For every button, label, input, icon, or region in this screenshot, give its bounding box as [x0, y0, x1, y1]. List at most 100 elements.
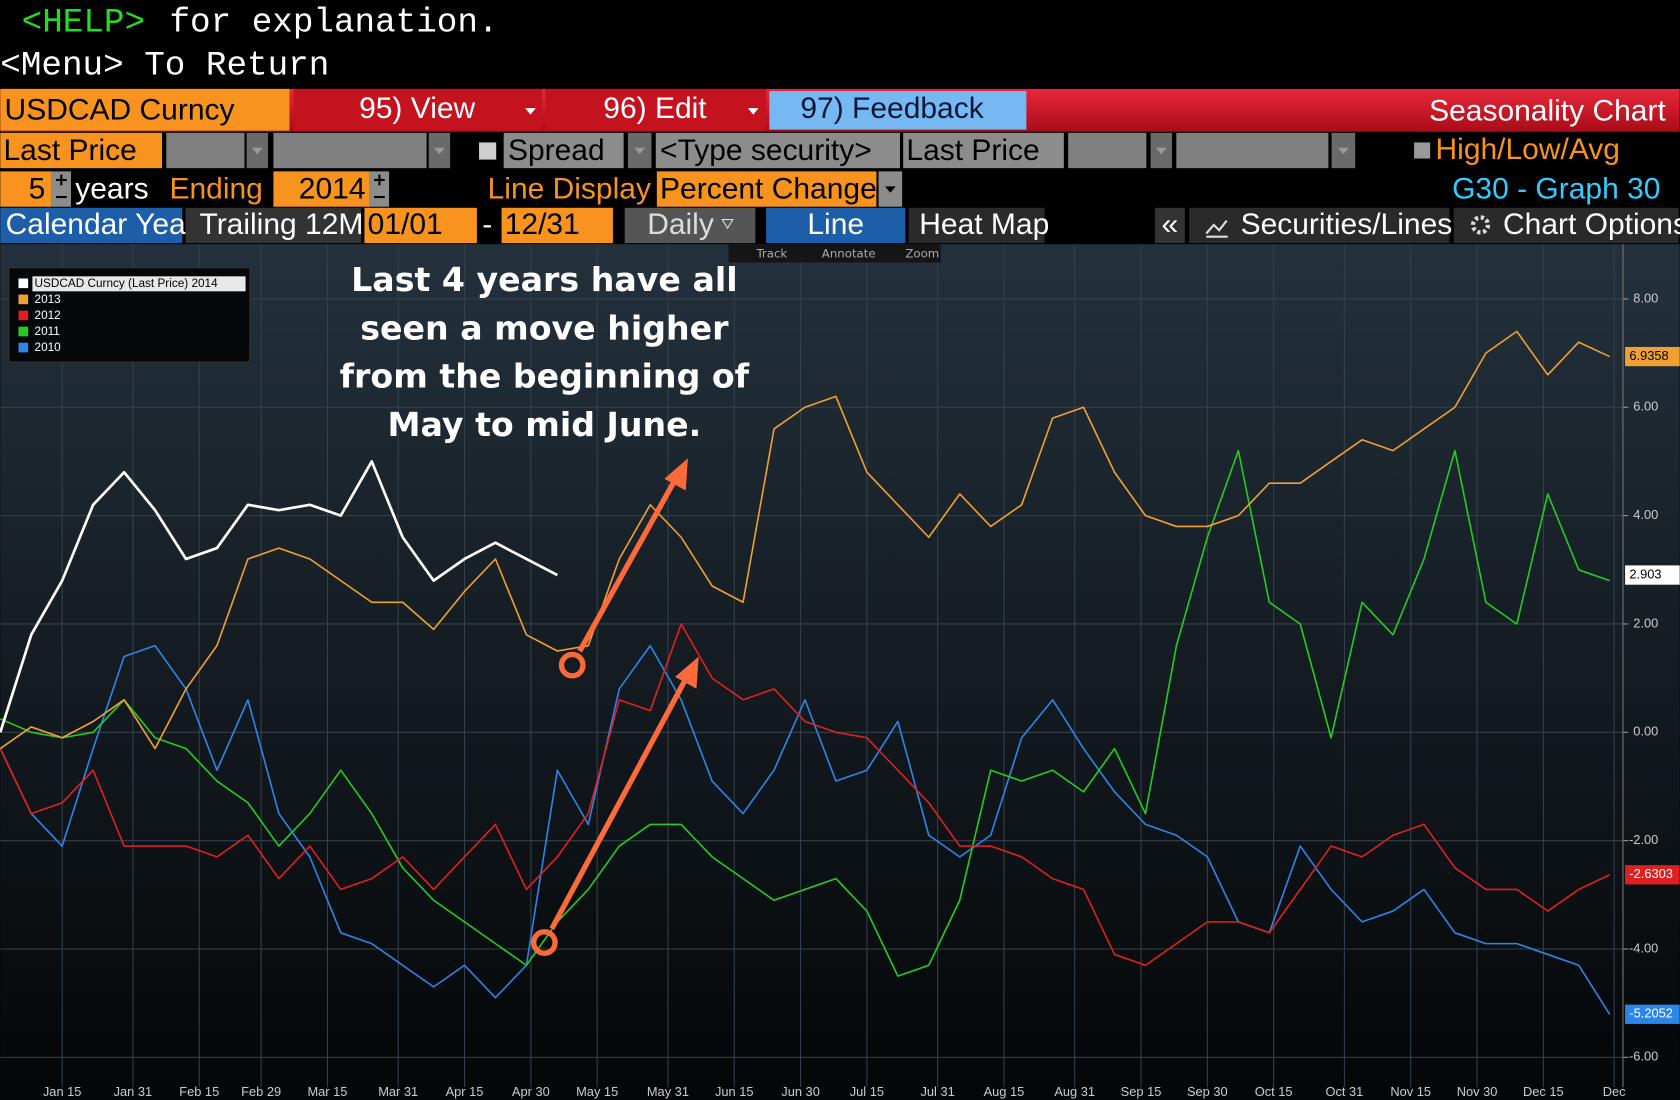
- series-line: [0, 623, 1611, 967]
- y-tick-label: -4.00: [1629, 940, 1658, 955]
- input-box[interactable]: [273, 132, 427, 169]
- securities-button[interactable]: [1189, 207, 1450, 244]
- x-tick-label: May 31: [647, 1084, 689, 1099]
- hla-checkbox[interactable]: [1414, 142, 1431, 159]
- series-line: [0, 644, 1611, 1015]
- spinner-icon: [374, 174, 385, 199]
- frequency[interactable]: Daily: [647, 208, 714, 241]
- trailing-tab[interactable]: [185, 207, 362, 244]
- dropdown-arrows: [251, 147, 1349, 155]
- series-line: [0, 330, 1611, 750]
- y-tick-label: 4.00: [1633, 507, 1658, 522]
- x-tick-label: Jan 31: [114, 1084, 153, 1099]
- years-label: years: [75, 173, 148, 206]
- screen-title: Seasonality Chart: [1429, 94, 1666, 127]
- spread-box[interactable]: [503, 132, 624, 169]
- tool-track[interactable]: Track: [755, 246, 787, 260]
- heat-map-tab[interactable]: [908, 207, 1045, 244]
- input-box[interactable]: [166, 132, 245, 169]
- security-input[interactable]: [655, 132, 900, 169]
- start-box[interactable]: [364, 207, 477, 244]
- dropdown-arrow: [525, 108, 536, 115]
- legend-swatch: [18, 326, 29, 337]
- x-tick-label: Aug 15: [984, 1084, 1025, 1099]
- x-tick-label: Mar 31: [378, 1084, 418, 1099]
- y-tick-label: 8.00: [1633, 290, 1658, 305]
- dropdown-arrow: [747, 108, 759, 115]
- field-box[interactable]: [903, 132, 1064, 169]
- end-date[interactable]: 12/31: [505, 208, 580, 241]
- line-display-box[interactable]: [656, 171, 877, 207]
- trailing[interactable]: Trailing 12M: [199, 208, 363, 241]
- field1[interactable]: Last Price: [3, 134, 136, 167]
- field2[interactable]: Last Price: [906, 134, 1039, 167]
- view-label[interactable]: 95) View: [359, 92, 475, 125]
- x-tick-label: Feb 15: [179, 1084, 219, 1099]
- annotation-line: May to mid June.: [387, 405, 701, 444]
- help-line: <HELP> for explanation.: [22, 4, 499, 43]
- heat-map[interactable]: Heat Map: [919, 208, 1049, 241]
- line-display-label: Line Display: [488, 173, 651, 206]
- field-box[interactable]: [0, 132, 163, 169]
- securities-lines[interactable]: Securities/Lines: [1241, 208, 1453, 241]
- x-tick-label: Sep 30: [1187, 1084, 1228, 1099]
- last-value-label: -5.2052: [1629, 1006, 1673, 1021]
- ending-year[interactable]: 2014: [299, 173, 366, 206]
- lines-icon: [1205, 219, 1228, 238]
- y-tick-label: 2.00: [1633, 615, 1658, 630]
- legend-label: 2012: [35, 309, 61, 322]
- series-layer: [0, 330, 1611, 1015]
- collapse[interactable]: «: [1162, 208, 1179, 241]
- x-tick-label: Oct 15: [1255, 1084, 1293, 1099]
- last-value-label: -2.6303: [1629, 866, 1673, 881]
- high-low-avg[interactable]: High/Low/Avg: [1436, 133, 1620, 166]
- legend-label: 2013: [35, 293, 62, 306]
- years[interactable]: 5: [29, 173, 46, 206]
- x-tick-label: Aug 31: [1054, 1084, 1095, 1099]
- line-tab[interactable]: [766, 207, 906, 244]
- frequency-box[interactable]: [624, 207, 756, 244]
- y-tick-label: -2.00: [1629, 832, 1658, 847]
- x-tick-label: Jan 15: [43, 1084, 82, 1099]
- annotation-line: seen a move higher: [360, 308, 729, 347]
- x-tick-label: Nov 15: [1390, 1084, 1431, 1099]
- edit-label[interactable]: 96) Edit: [603, 92, 707, 125]
- type-security[interactable]: <Type security>: [660, 134, 872, 167]
- line-display[interactable]: Percent Change: [660, 173, 877, 206]
- grid: -6.00 -4.00 -2.00 0.00 2.00 4.00 6.00 8.00 Jan 1…: [0, 244, 1658, 1099]
- ending-box[interactable]: [273, 171, 370, 207]
- calendar-year[interactable]: Calendar Year: [6, 208, 196, 241]
- collapse-button[interactable]: [1154, 207, 1185, 244]
- legend: USDCAD Curncy (Last Price) 2014 2013 2012 2…: [18, 276, 246, 354]
- ending-label: Ending: [170, 173, 263, 206]
- feedback-label[interactable]: 97) Feedback: [800, 92, 984, 125]
- security-box[interactable]: [0, 88, 290, 131]
- y-tick-label: 0.00: [1633, 724, 1658, 739]
- calendar-year-tab[interactable]: [0, 207, 183, 244]
- security[interactable]: USDCAD Curncy: [5, 93, 235, 126]
- line-tab-label[interactable]: Line: [807, 208, 864, 241]
- tool-annotate[interactable]: Annotate: [822, 246, 876, 260]
- x-tick-label: Apr 30: [512, 1084, 550, 1099]
- end-box[interactable]: [501, 207, 613, 244]
- feedback-button[interactable]: [769, 91, 1027, 130]
- spread-checkbox[interactable]: [479, 142, 497, 160]
- years-box[interactable]: [0, 171, 52, 207]
- chart-options[interactable]: Chart Options: [1503, 208, 1680, 241]
- legend-label: 2010: [35, 341, 62, 354]
- input-box[interactable]: [1068, 132, 1147, 169]
- options-button[interactable]: [1453, 207, 1679, 244]
- tool-zoom[interactable]: Zoom: [905, 246, 939, 260]
- edit-button[interactable]: [545, 88, 767, 131]
- view-button[interactable]: [293, 88, 543, 131]
- legend-label: 2011: [35, 325, 60, 338]
- input-box[interactable]: [1176, 132, 1329, 169]
- dropdown-arrow: [721, 219, 734, 230]
- x-tick-label: Apr 15: [446, 1084, 484, 1099]
- spread-label[interactable]: Spread: [508, 134, 605, 167]
- x-tick-label: Oct 31: [1325, 1084, 1363, 1099]
- start-date[interactable]: 01/01: [368, 208, 443, 241]
- series-line: [0, 460, 558, 733]
- x-tick-label: Feb 29: [241, 1084, 281, 1099]
